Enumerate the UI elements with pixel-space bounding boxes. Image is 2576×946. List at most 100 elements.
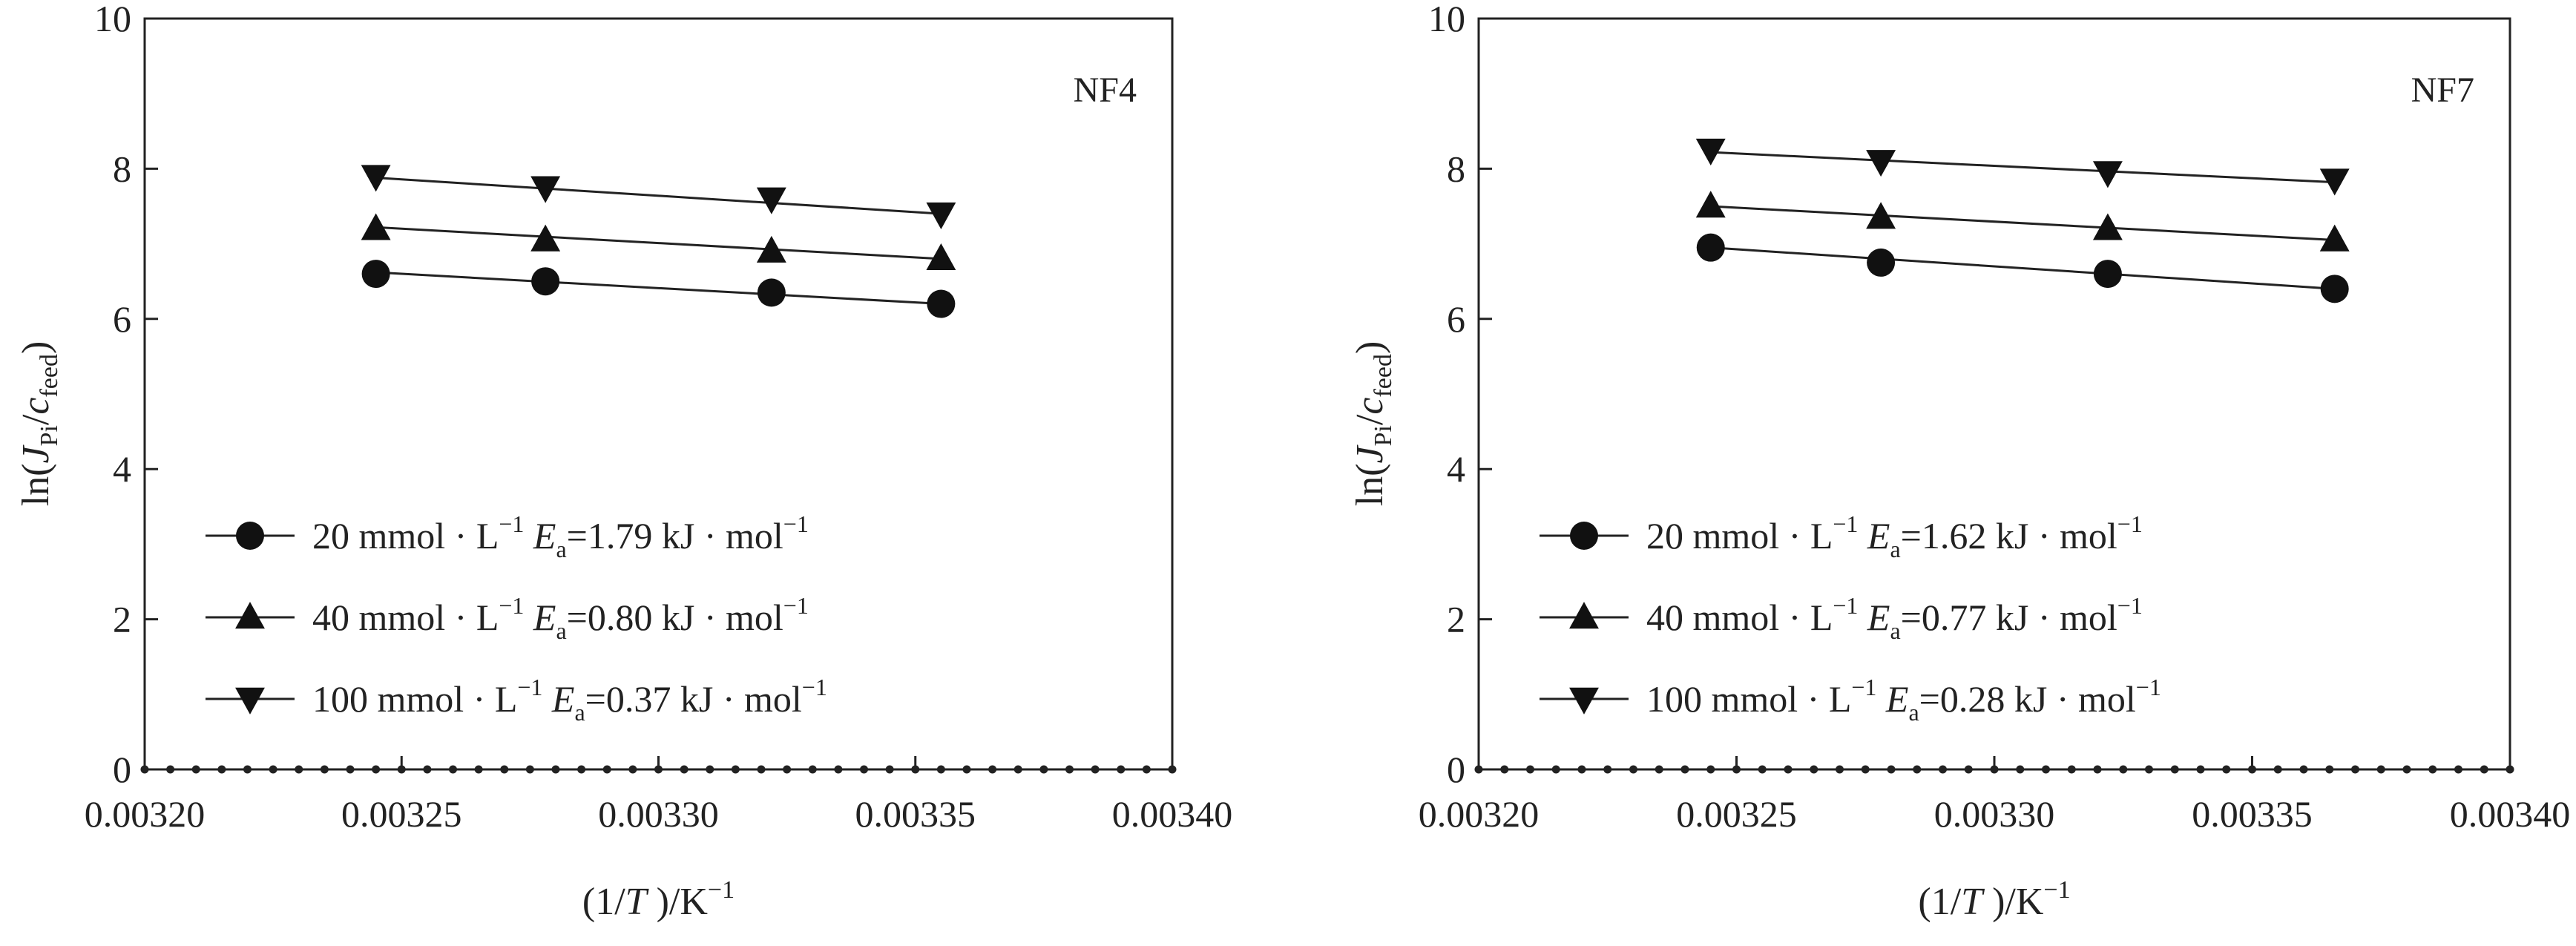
- panel-1-legend-entry-2: 40 mmol · L−1 Ea=0.80 kJ · mol−1: [312, 592, 809, 644]
- panel-1-axis-dot: [166, 765, 175, 774]
- panel-2-legend-marker-2: [1569, 602, 1599, 629]
- panel-1-axis-dot: [423, 765, 432, 774]
- panel-2-x-tick-label: 0.00340: [2450, 793, 2571, 835]
- panel-2-legend-marker-3: [1569, 687, 1599, 715]
- panel-1-axis-dot: [783, 765, 792, 774]
- panel-1-axis-dot: [217, 765, 226, 774]
- panel-2-axis-dot: [1964, 765, 1973, 774]
- ylabel-c: c: [15, 398, 57, 415]
- ylabel-j: J: [1349, 444, 1391, 464]
- panel-1-axis-dot: [962, 765, 971, 774]
- panel-1-axis-dot: [577, 765, 586, 774]
- panel-2-y-tick-label: 8: [1447, 148, 1465, 189]
- panel-1-chart: 0 2 4 6 8 10 0.00320 0.00325 0.00330 0.00335 0.003…: [15, 0, 1232, 923]
- panel-2-fit-line-1: [1710, 246, 2335, 290]
- legend-space: [524, 597, 533, 638]
- panel-2-axis-dot: [1758, 765, 1767, 774]
- panel-2-legend-entry-1: 20 mmol · L−1 Ea=1.62 kJ · mol−1: [1646, 510, 2143, 562]
- panel-1-series-1-point: [927, 289, 956, 318]
- panel-1-axis-dot: [1013, 765, 1022, 774]
- panel-2-axis-dot: [1784, 765, 1793, 774]
- panel-2-axis-dot: [1474, 765, 1483, 774]
- legend-e-sub: a: [1908, 699, 1919, 726]
- xlabel-post: )/K: [647, 881, 709, 923]
- panel-1-axis-dot: [269, 765, 277, 774]
- legend-conc-sup: −1: [517, 674, 542, 700]
- panel-2-axis-dot: [2428, 765, 2437, 774]
- panel-1-legend-marker-1: [236, 522, 264, 550]
- legend-conc: 100 mmol · L: [1646, 678, 1851, 720]
- panel-1-axis-dot: [988, 765, 997, 774]
- panel-2-series-1-point: [2320, 275, 2349, 303]
- panel-2-plot-frame: [1477, 17, 2511, 771]
- panel-2-axis-dot: [1551, 765, 1560, 774]
- legend-e: E: [1867, 515, 1890, 556]
- panel-1-axis-dot: [757, 765, 766, 774]
- panel-1-series-3-point: [530, 176, 561, 203]
- xlabel-sup: −1: [708, 876, 735, 904]
- legend-value: =1.62 kJ · mol: [1901, 515, 2117, 556]
- panel-1-series-3-point: [926, 202, 956, 230]
- panel-1-series-3-point: [361, 165, 391, 192]
- panel-2-axis-dot: [2480, 765, 2488, 774]
- panel-2-axis-dot: [1577, 765, 1586, 774]
- legend-conc-sup: −1: [499, 510, 524, 537]
- panel-1-y-tick-label: 8: [113, 148, 131, 189]
- panel-1-x-tick-label: 0.00335: [855, 793, 976, 835]
- panel-2-axis-dot: [1836, 765, 1844, 774]
- xlabel-sup: −1: [2043, 876, 2070, 904]
- panel-2-axis-dot: [1680, 765, 1689, 774]
- panel-2-axis-dot: [1861, 765, 1870, 774]
- panel-1-axis-dot: [295, 765, 303, 774]
- panel-1-axis-dot: [474, 765, 483, 774]
- legend-e: E: [1885, 678, 1909, 720]
- panel-1-y-tick-label: 10: [94, 0, 131, 39]
- panel-2-axis-dot: [2273, 765, 2282, 774]
- panel-1-axis-dot: [602, 765, 611, 774]
- panel-2-axis-dot: [2325, 765, 2334, 774]
- panel-2-y-tick-label: 2: [1447, 599, 1465, 640]
- legend-value: =0.28 kJ · mol: [1919, 678, 2136, 720]
- legend-e: E: [1867, 597, 1890, 638]
- panel-1-axis-dot: [1065, 765, 1074, 774]
- panel-2-axis-dot: [2093, 765, 2102, 774]
- ylabel-slash: /: [15, 414, 57, 425]
- panel-2-legend-entry-2: 40 mmol · L−1 Ea=0.77 kJ · mol−1: [1646, 592, 2143, 644]
- panel-1-series-1-point: [361, 260, 390, 289]
- panel-2-axis-dot: [1732, 765, 1741, 774]
- panel-2-y-tick-label: 6: [1447, 298, 1465, 340]
- panel-1-y-tick-label: 2: [113, 599, 131, 640]
- panel-1-fit-line-3: [375, 177, 942, 215]
- panel-2-series-2-point: [1695, 191, 1726, 218]
- panel-1-axis-dot: [140, 765, 149, 774]
- panel-2-axis-dot: [2351, 765, 2359, 774]
- panel-1-axis-dot: [1117, 765, 1126, 774]
- panel-2-label: NF7: [2411, 70, 2474, 110]
- legend-conc: 20 mmol · L: [312, 515, 499, 556]
- panel-1-axis-dot: [320, 765, 329, 774]
- panel-1-series-2-point: [926, 243, 956, 271]
- panel-2-x-tick-label: 0.00330: [1934, 793, 2055, 835]
- ylabel-post: ): [15, 341, 57, 354]
- ylabel-j: J: [15, 444, 57, 464]
- panel-1-axis-dot: [191, 765, 200, 774]
- legend-conc: 100 mmol · L: [312, 678, 517, 720]
- legend-conc: 40 mmol · L: [312, 597, 499, 638]
- panel-1-x-tick-label: 0.00340: [1112, 793, 1233, 835]
- panel-2-axis-dot: [2299, 765, 2308, 774]
- legend-space: [524, 515, 533, 556]
- panel-1-x-tick-label: 0.00330: [598, 793, 719, 835]
- panel-1-axis-dot: [551, 765, 560, 774]
- xlabel-post: )/K: [1982, 881, 2044, 923]
- panel-1-label: NF4: [1074, 70, 1137, 110]
- panel-1-axis-dot: [628, 765, 637, 774]
- xlabel-t: T: [625, 881, 649, 923]
- panel-1-y-tick-label: 6: [113, 298, 131, 340]
- legend-value-sup: −1: [802, 674, 827, 700]
- panel-2-fit-line-3: [1710, 151, 2335, 184]
- panel-2-axis-dot: [1810, 765, 1818, 774]
- legend-conc-sup: −1: [1851, 674, 1876, 700]
- legend-value-sup: −1: [2136, 674, 2161, 700]
- ylabel-slash: /: [1349, 414, 1391, 425]
- panel-2-axis-dot: [1603, 765, 1612, 774]
